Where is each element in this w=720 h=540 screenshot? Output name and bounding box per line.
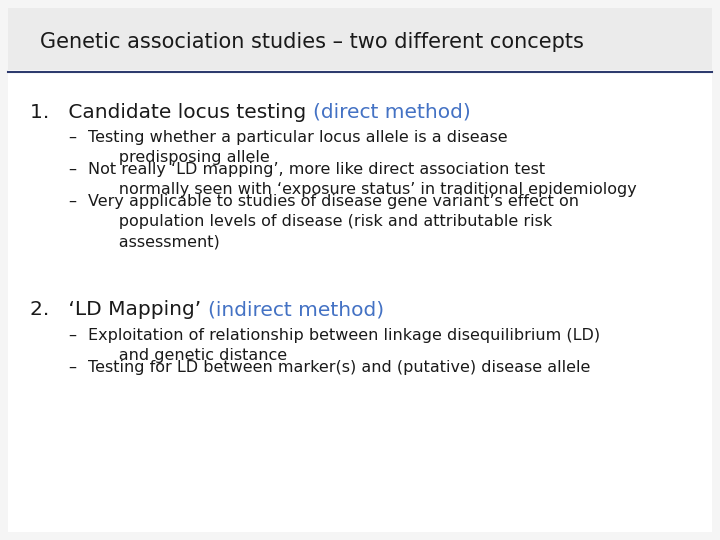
Text: –: – (68, 194, 76, 209)
Text: Genetic association studies – two different concepts: Genetic association studies – two differ… (40, 32, 584, 52)
Text: 1.   Candidate locus testing: 1. Candidate locus testing (30, 103, 312, 122)
Text: 2.   ‘LD Mapping’: 2. ‘LD Mapping’ (30, 300, 207, 319)
Text: Testing whether a particular locus allele is a disease
      predisposing allele: Testing whether a particular locus allel… (88, 130, 508, 165)
Text: –: – (68, 360, 76, 375)
Bar (8, 8, 712, 70)
Text: –: – (68, 328, 76, 343)
Text: –: – (68, 162, 76, 177)
Text: –: – (68, 130, 76, 145)
Text: (indirect method): (indirect method) (207, 300, 384, 319)
Text: (direct method): (direct method) (312, 103, 470, 122)
Text: Not really ‘LD mapping’, more like direct association test
      normally seen w: Not really ‘LD mapping’, more like direc… (88, 162, 636, 198)
Text: Exploitation of relationship between linkage disequilibrium (LD)
      and genet: Exploitation of relationship between lin… (88, 328, 600, 363)
Text: Very applicable to studies of disease gene variant’s effect on
      population : Very applicable to studies of disease ge… (88, 194, 579, 250)
Text: Testing for LD between marker(s) and (putative) disease allele: Testing for LD between marker(s) and (pu… (88, 360, 590, 375)
